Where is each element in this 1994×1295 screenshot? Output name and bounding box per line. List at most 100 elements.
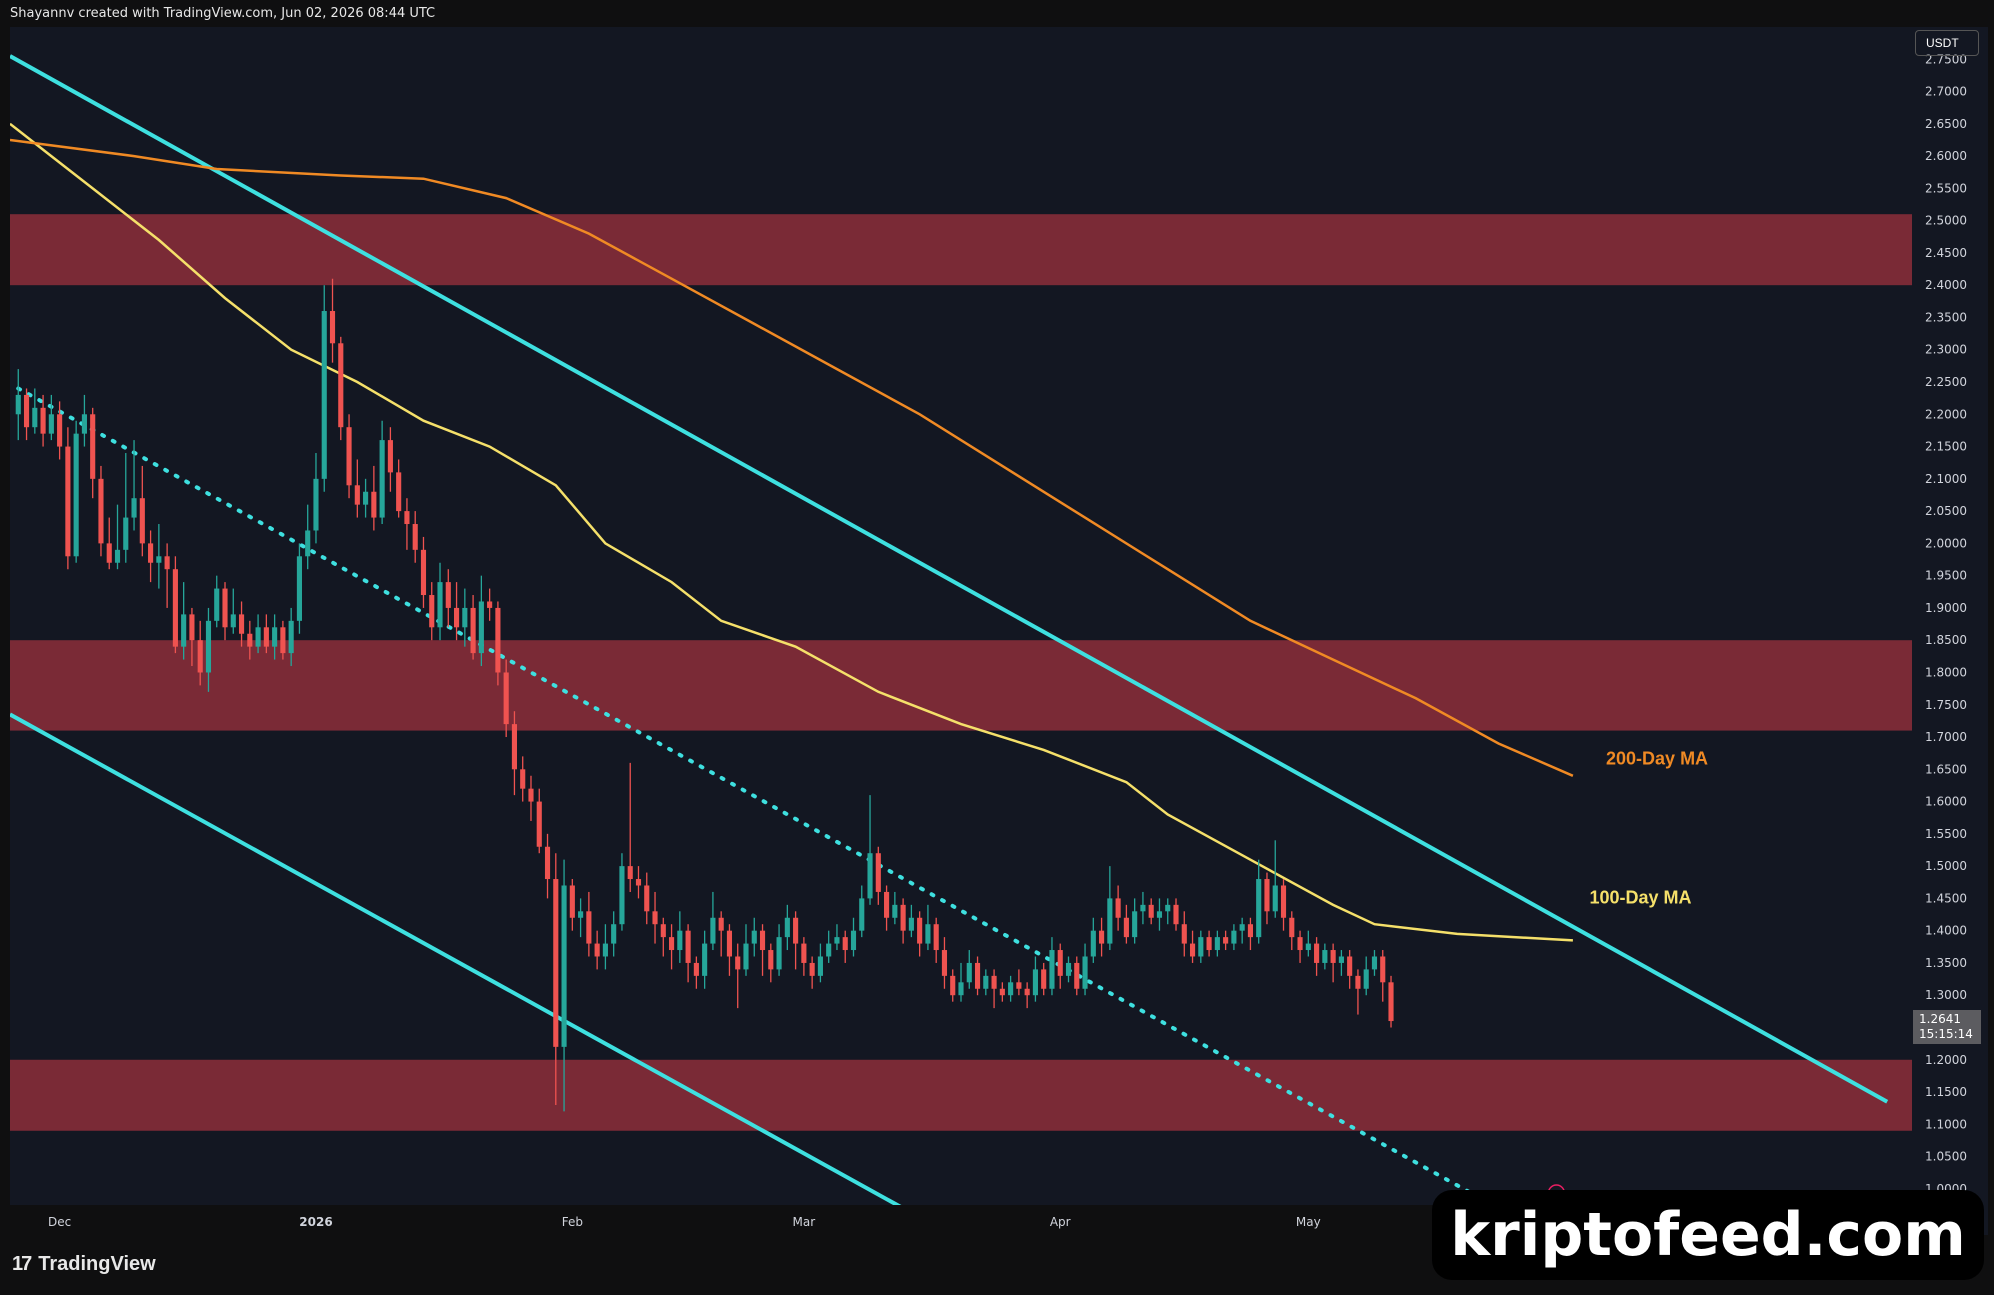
y-tick-label: 1.9000 xyxy=(1925,601,1967,615)
candle-body xyxy=(677,930,683,951)
candle-body xyxy=(925,924,931,944)
candle-body xyxy=(1338,956,1344,963)
candle-body xyxy=(1214,937,1220,951)
candle-body xyxy=(1380,956,1386,983)
candle-body xyxy=(1239,924,1245,931)
x-tick-label: May xyxy=(1296,1215,1321,1229)
y-tick-label: 1.0500 xyxy=(1925,1150,1967,1164)
candle-body xyxy=(338,343,344,428)
candle-body xyxy=(222,588,228,628)
ma-line-100 xyxy=(10,122,1573,942)
last-price-value: 1.2641 xyxy=(1919,1012,1961,1026)
y-tick-label: 2.4500 xyxy=(1925,246,1967,260)
candle-body xyxy=(462,607,468,628)
candle-body xyxy=(478,601,484,654)
candle-body xyxy=(586,911,592,944)
candle-body xyxy=(602,943,608,957)
candle-body xyxy=(172,569,178,647)
candle-body xyxy=(156,556,162,563)
tradingview-logo[interactable]: 17 TradingView xyxy=(12,1253,156,1276)
y-tick-label: 2.1000 xyxy=(1925,472,1967,486)
last-price-tag: 1.2641 15:15:14 xyxy=(1913,1010,1981,1044)
candle-body xyxy=(842,937,848,951)
candle-body xyxy=(57,414,63,447)
candle-body xyxy=(528,788,534,802)
candle-body xyxy=(1264,879,1270,912)
y-tick-label: 1.1500 xyxy=(1925,1085,1967,1099)
candle-body xyxy=(313,478,319,531)
y-tick-label: 2.5500 xyxy=(1925,181,1967,195)
resistance-zone-2 xyxy=(10,1059,1912,1131)
attribution-text: Shayannv created with TradingView.com, J… xyxy=(10,6,436,21)
candle-body xyxy=(1247,924,1253,938)
candle-body xyxy=(999,988,1005,996)
candle-body xyxy=(371,491,377,518)
y-tick-label: 2.2500 xyxy=(1925,375,1967,389)
candle-body xyxy=(1355,975,1361,989)
candle-body xyxy=(619,866,625,925)
candle-body xyxy=(272,627,278,647)
candle-body xyxy=(966,962,972,983)
y-tick-label: 1.4500 xyxy=(1925,891,1967,905)
candle-body xyxy=(164,556,170,570)
y-tick-label: 1.3500 xyxy=(1925,956,1967,970)
candle-body xyxy=(776,937,782,970)
candle-body xyxy=(90,414,96,479)
plot-area xyxy=(10,27,1912,1205)
candle-body xyxy=(329,311,336,344)
candle-body xyxy=(520,769,526,789)
candle-body xyxy=(908,917,914,931)
candle-body xyxy=(238,614,245,634)
y-tick-label: 1.7500 xyxy=(1925,698,1967,712)
y-tick-label: 1.4000 xyxy=(1925,924,1967,938)
candle-body xyxy=(578,911,584,918)
candle-body xyxy=(1388,982,1394,1022)
candle-body xyxy=(1231,930,1237,944)
currency-selector[interactable]: USDT xyxy=(1915,30,1979,56)
watermark-text: kriptofeed.com xyxy=(1450,1200,1966,1270)
candle-body xyxy=(793,917,799,944)
candle-body xyxy=(809,962,815,976)
candle-body xyxy=(974,962,981,989)
y-tick-label: 1.6000 xyxy=(1925,795,1967,809)
candle-body xyxy=(1297,937,1303,951)
candle-body xyxy=(1347,956,1353,976)
candle-body xyxy=(1322,950,1328,963)
candle-body xyxy=(98,478,104,544)
candle-body xyxy=(487,601,493,608)
candle-body xyxy=(933,924,939,951)
candle-body xyxy=(305,530,311,557)
candle-body xyxy=(917,917,923,944)
x-tick-label: Apr xyxy=(1050,1215,1071,1229)
candle-body xyxy=(991,975,997,989)
candle-body xyxy=(23,394,30,428)
y-tick-label: 2.7000 xyxy=(1925,85,1967,99)
resistance-zone-0 xyxy=(10,214,1912,286)
candle-body xyxy=(652,911,658,925)
candle-body xyxy=(735,956,741,970)
candle-body xyxy=(346,427,352,486)
candle-body xyxy=(834,937,840,944)
x-tick-label: Feb xyxy=(562,1215,583,1229)
ma-100-label: 100-Day MA xyxy=(1589,887,1691,907)
candle-body xyxy=(983,975,989,989)
candle-body xyxy=(123,517,129,550)
y-tick-label: 1.3000 xyxy=(1925,988,1967,1002)
candle-body xyxy=(420,549,427,596)
candle-body xyxy=(660,924,666,938)
candle-body xyxy=(354,485,360,505)
candle-body xyxy=(214,588,220,621)
y-tick-label: 2.6000 xyxy=(1925,149,1967,163)
candle-body xyxy=(32,407,38,428)
ma-line-200 xyxy=(10,138,1574,777)
candle-body xyxy=(1148,904,1154,918)
candle-body xyxy=(205,620,212,673)
y-tick-label: 1.2000 xyxy=(1925,1053,1967,1067)
plot-layer xyxy=(10,54,1889,1205)
candle-body xyxy=(1305,943,1311,951)
y-tick-label: 2.0500 xyxy=(1925,504,1967,518)
candle-body xyxy=(81,414,87,434)
candle-body xyxy=(726,930,733,957)
